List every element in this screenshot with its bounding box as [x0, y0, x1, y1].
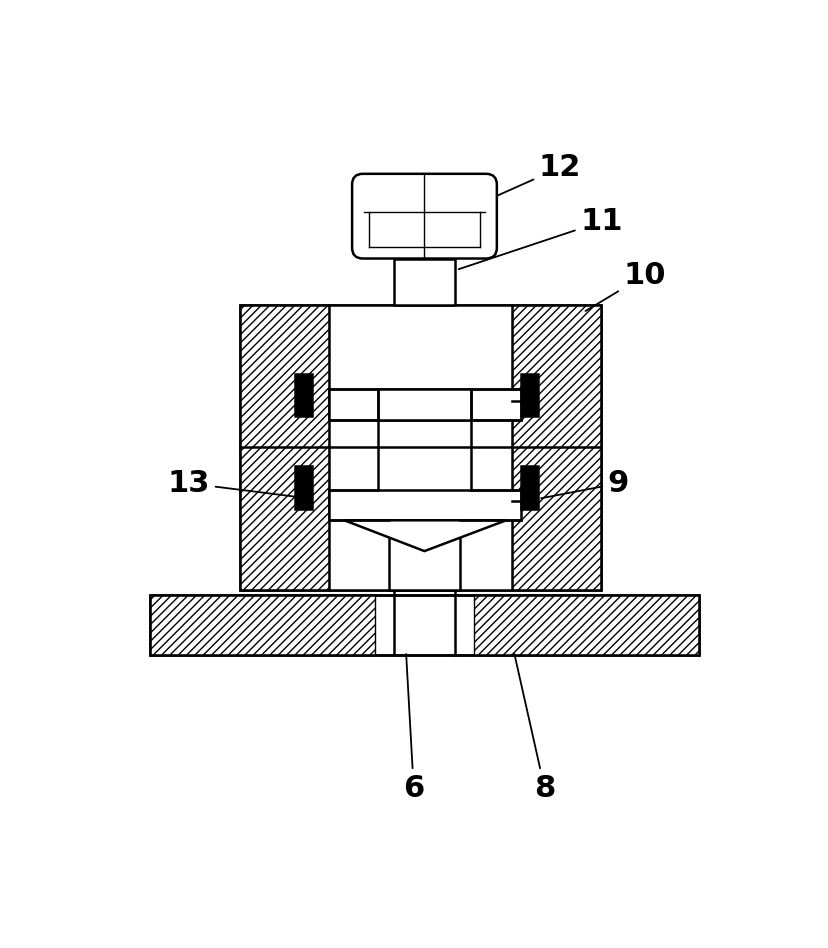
Text: 9: 9: [541, 469, 628, 499]
Text: 11: 11: [458, 207, 622, 269]
Bar: [473, 595, 698, 655]
Bar: [295, 374, 311, 416]
Text: 12: 12: [462, 154, 580, 211]
Bar: [521, 466, 538, 509]
Bar: [393, 259, 455, 304]
Bar: [329, 489, 521, 520]
Bar: [388, 520, 460, 590]
Bar: [240, 304, 600, 590]
Bar: [295, 466, 311, 509]
Bar: [521, 374, 538, 416]
Bar: [150, 595, 698, 655]
Text: 10: 10: [585, 261, 665, 311]
Bar: [378, 390, 470, 420]
Polygon shape: [344, 520, 505, 551]
Text: 13: 13: [167, 469, 309, 499]
Bar: [240, 304, 329, 590]
Bar: [150, 595, 375, 655]
FancyBboxPatch shape: [352, 173, 496, 259]
Bar: [512, 304, 600, 590]
Text: 6: 6: [402, 654, 424, 803]
Text: 8: 8: [514, 654, 555, 803]
Bar: [329, 304, 512, 590]
Bar: [240, 304, 600, 590]
Bar: [150, 595, 698, 655]
Bar: [329, 390, 521, 420]
